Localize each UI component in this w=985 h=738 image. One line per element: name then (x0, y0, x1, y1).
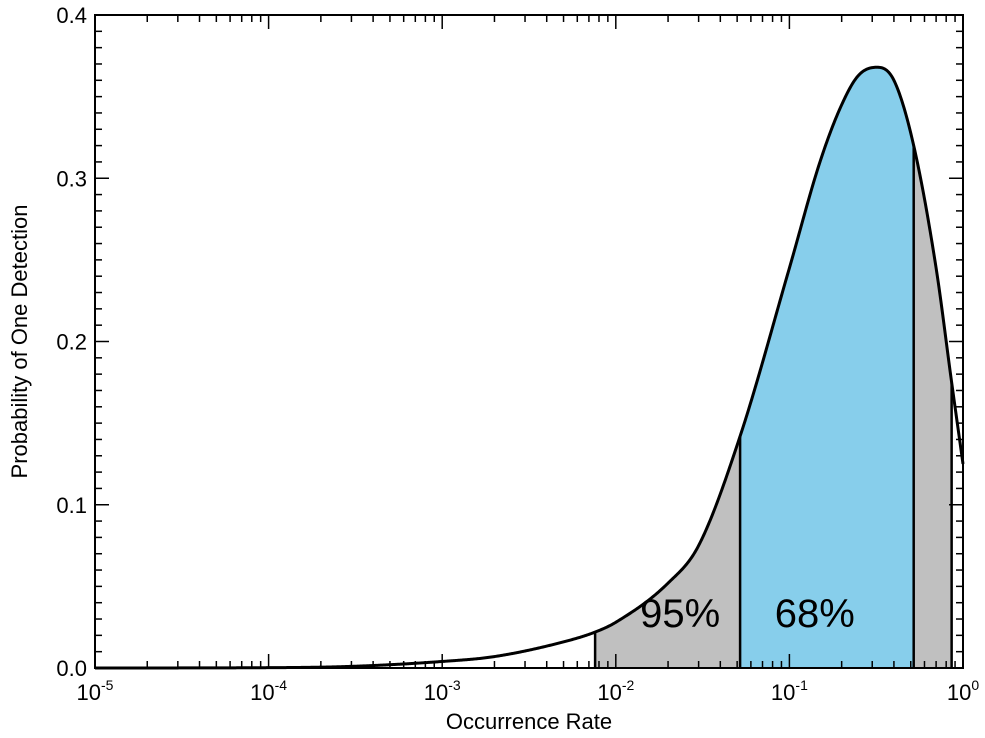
y-tick-label: 0.1 (56, 493, 87, 518)
y-tick-label: 0.3 (56, 166, 87, 191)
x-tick-label: 100 (947, 677, 979, 705)
x-axis-title: Occurrence Rate (446, 709, 612, 734)
x-tick-label: 10-1 (771, 677, 808, 705)
y-tick-label: 0.4 (56, 3, 87, 28)
region-label-68: 68% (775, 592, 855, 636)
region-68-fill (740, 67, 914, 669)
region-dividers (593, 145, 953, 668)
x-tick-label: 10-4 (250, 677, 287, 705)
y-axis-title: Probability of One Detection (7, 205, 32, 479)
region-labels: 95% 68% (640, 592, 855, 636)
tick-labels: 10-5 10-4 10-3 10-2 10-1 100 0.0 0.1 0.2 0.3 0.4 (56, 3, 979, 705)
x-tick-label: 10-5 (77, 677, 114, 705)
region-label-95: 95% (640, 592, 720, 636)
shaded-regions (595, 67, 952, 669)
x-tick-label: 10-2 (597, 677, 634, 705)
y-tick-label: 0.2 (56, 330, 87, 355)
x-tick-label: 10-3 (424, 677, 461, 705)
y-tick-label: 0.0 (56, 656, 87, 681)
axis-ticks (94, 14, 964, 669)
